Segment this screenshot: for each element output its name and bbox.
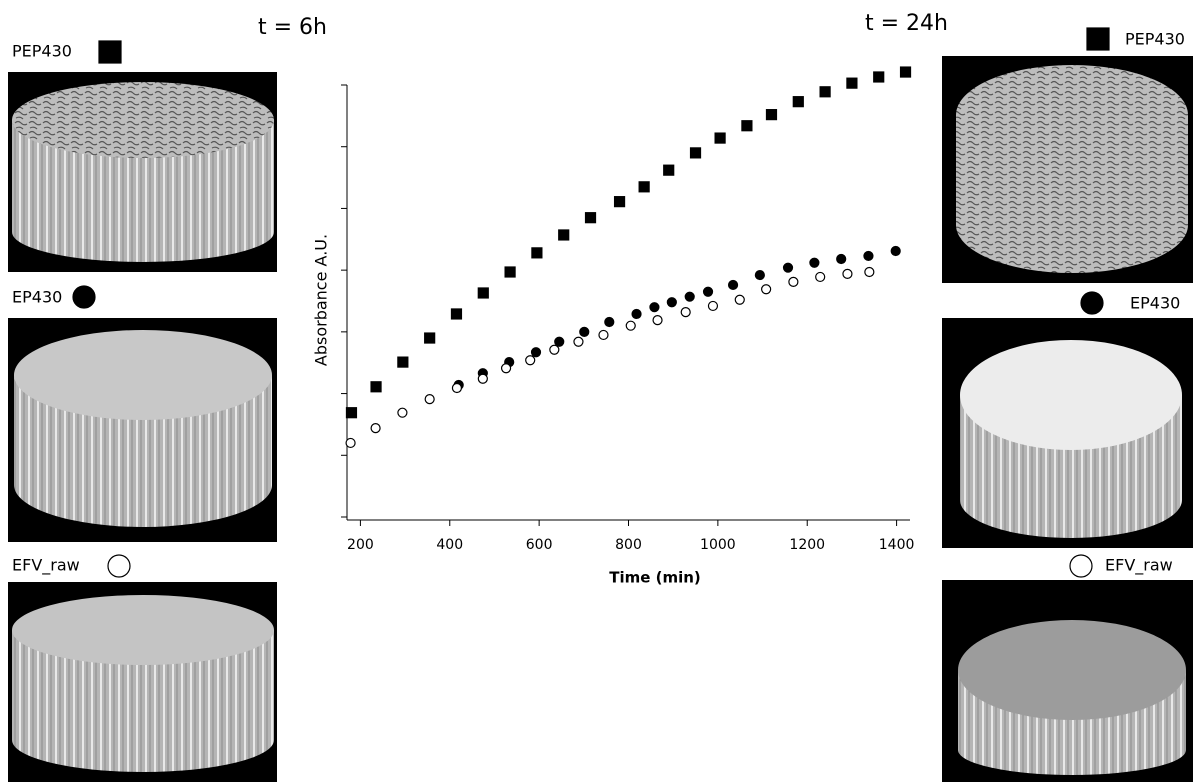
point	[784, 263, 793, 272]
legend-symbol	[1070, 555, 1092, 577]
point	[605, 317, 614, 326]
point	[704, 287, 713, 296]
micro-ct-image	[8, 318, 277, 542]
point	[874, 72, 884, 82]
point	[478, 374, 487, 383]
x-tick-label: 1200	[789, 537, 825, 553]
point	[847, 78, 857, 88]
x-tick-label: 800	[615, 537, 642, 553]
point	[346, 438, 355, 447]
legend-symbol	[99, 41, 121, 63]
point	[691, 148, 701, 158]
point	[729, 280, 738, 289]
point	[837, 255, 846, 264]
point	[398, 408, 407, 417]
point	[425, 395, 434, 404]
point	[735, 295, 744, 304]
point	[632, 309, 641, 318]
point	[532, 348, 541, 357]
point	[793, 97, 803, 107]
point	[685, 292, 694, 301]
page: t = 6h t = 24h PEP430 EP430 EFV_raw PEP4…	[0, 0, 1193, 782]
point	[371, 382, 381, 392]
point	[559, 230, 569, 240]
point	[653, 316, 662, 325]
legend-label: PEP430	[1125, 30, 1185, 49]
point	[425, 333, 435, 343]
point	[664, 165, 674, 175]
point	[650, 303, 659, 312]
legend-symbol	[108, 555, 130, 577]
point	[901, 67, 911, 77]
point	[580, 327, 589, 336]
legend-label: EFV_raw	[12, 556, 80, 576]
x-axis-label: Time (min)	[609, 569, 701, 587]
legend-label: EFV_raw	[1105, 556, 1173, 576]
point	[816, 272, 825, 281]
point	[864, 251, 873, 260]
x-tick-label: 1000	[700, 537, 736, 553]
point	[555, 337, 564, 346]
micro-ct-image	[942, 56, 1193, 283]
point	[574, 337, 583, 346]
point	[715, 133, 725, 143]
point	[667, 298, 676, 307]
legend-label: EP430	[1130, 294, 1180, 313]
point	[708, 301, 717, 310]
point	[639, 182, 649, 192]
point	[346, 408, 356, 418]
point	[478, 288, 488, 298]
point	[371, 424, 380, 433]
point	[451, 309, 461, 319]
point	[550, 345, 559, 354]
point	[820, 87, 830, 97]
x-tick-label: 400	[436, 537, 463, 553]
x-tick-label: 600	[526, 537, 553, 553]
x-tick-label: 200	[347, 537, 374, 553]
panel-title: t = 24h	[865, 11, 948, 36]
legend-label: PEP430	[12, 42, 72, 61]
legend-symbol	[1081, 292, 1103, 314]
micro-ct-image	[942, 318, 1193, 548]
point	[586, 213, 596, 223]
figure: t = 6h t = 24h PEP430 EP430 EFV_raw PEP4…	[0, 0, 1193, 782]
point	[891, 247, 900, 256]
point	[681, 308, 690, 317]
point	[843, 269, 852, 278]
point	[810, 258, 819, 267]
point	[742, 121, 752, 131]
point	[599, 330, 608, 339]
micro-ct-image	[8, 582, 277, 782]
x-tick-label: 1400	[879, 537, 915, 553]
legend-symbol	[1087, 28, 1109, 50]
point	[789, 277, 798, 286]
point	[626, 321, 635, 330]
point	[502, 364, 511, 373]
panel-title: t = 6h	[258, 15, 327, 40]
y-axis-label: Absorbance A.U.	[312, 234, 331, 366]
micro-ct-image	[8, 72, 277, 272]
point	[532, 248, 542, 258]
legend-label: EP430	[12, 288, 62, 307]
point	[865, 267, 874, 276]
point	[762, 285, 771, 294]
point	[615, 197, 625, 207]
point	[452, 384, 461, 393]
legend-symbol	[73, 286, 95, 308]
point	[526, 356, 535, 365]
micro-ct-image	[942, 580, 1193, 782]
point	[505, 267, 515, 277]
point	[398, 357, 408, 367]
point	[766, 110, 776, 120]
point	[755, 271, 764, 280]
